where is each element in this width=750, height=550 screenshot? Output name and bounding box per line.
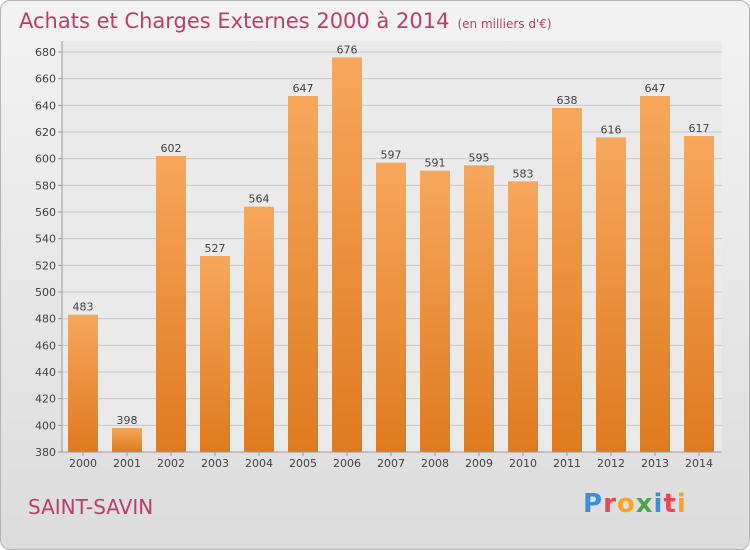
x-tick-label: 2001	[113, 457, 141, 470]
bar-2000	[68, 314, 98, 452]
bar-value-label: 595	[469, 151, 490, 164]
bar-value-label: 617	[689, 122, 710, 135]
bar-value-label: 398	[117, 414, 138, 427]
x-tick-label: 2011	[553, 457, 581, 470]
y-tick-label: 500	[35, 286, 56, 299]
bar-2012	[596, 137, 626, 453]
logo-letter: o	[616, 489, 636, 519]
bars: 483 398 602 527 564 647 676 597 591 595 583 638 616 6…	[68, 43, 714, 453]
bar-2004	[244, 206, 274, 452]
y-tick-label: 660	[35, 73, 56, 86]
bar-value-label: 602	[161, 142, 182, 155]
y-tick-label: 520	[35, 259, 56, 272]
x-tick-label: 2002	[157, 457, 185, 470]
y-tick-label: 620	[35, 126, 56, 139]
x-tick-label: 2005	[289, 457, 317, 470]
bar-value-label: 483	[73, 301, 94, 314]
x-tick-label: 2009	[465, 457, 493, 470]
x-tick-label: 2004	[245, 457, 273, 470]
logo-letter: P	[583, 489, 604, 519]
bar-value-label: 638	[557, 94, 578, 107]
y-tick-label: 380	[35, 446, 56, 459]
bar-2013	[640, 96, 670, 452]
x-tick-label: 2012	[597, 457, 625, 470]
bar-2002	[156, 156, 186, 452]
x-tick-label: 2010	[509, 457, 537, 470]
y-tick-label: 640	[35, 99, 56, 112]
bar-2006	[332, 57, 362, 452]
chart-subtitle: (en milliers d'€)	[457, 17, 552, 31]
y-tick-label: 420	[35, 393, 56, 406]
bar-2011	[552, 108, 582, 452]
y-tick-label: 580	[35, 179, 56, 192]
x-tick-label: 2007	[377, 457, 405, 470]
x-tick-label: 2013	[641, 457, 669, 470]
proxiti-logo: Proxiti	[583, 489, 687, 519]
bar-value-label: 616	[601, 123, 622, 136]
chart-title: Achats et Charges Externes 2000 à 2014 (e…	[19, 9, 552, 33]
logo-letter: x	[635, 489, 654, 519]
bar-2008	[420, 170, 450, 452]
x-tick-label: 2006	[333, 457, 361, 470]
x-tick-label: 2008	[421, 457, 449, 470]
bar-value-label: 647	[293, 82, 314, 95]
bar-value-label: 583	[513, 167, 534, 180]
bar-2009	[464, 165, 494, 453]
x-axis: 2000 2001 2002 2003 2004 2005 2006 2007 2008 2009…	[62, 451, 722, 470]
y-tick-label: 440	[35, 366, 56, 379]
bar-2005	[288, 96, 318, 452]
commune-name: SAINT-SAVIN	[28, 495, 154, 519]
bar-2014	[684, 136, 714, 452]
bar-2010	[508, 181, 538, 453]
bar-value-label: 564	[249, 193, 270, 206]
logo-letter: i	[676, 489, 687, 519]
title-text: Achats et Charges Externes 2000 à 2014	[19, 9, 450, 33]
x-tick-label: 2014	[685, 457, 713, 470]
y-tick-label: 600	[35, 153, 56, 166]
bar-value-label: 597	[381, 149, 402, 162]
bar-value-label: 676	[337, 43, 358, 56]
x-tick-label: 2000	[69, 457, 97, 470]
y-tick-label: 560	[35, 206, 56, 219]
logo-letter: r	[603, 489, 617, 519]
bar-2003	[200, 256, 230, 452]
x-tick-label: 2003	[201, 457, 229, 470]
logo-letter: i	[653, 489, 664, 519]
bar-2001	[112, 428, 142, 452]
y-tick-label: 460	[35, 339, 56, 352]
y-tick-label: 680	[35, 46, 56, 59]
y-axis: 380 400 420 440 460 480 500 520 540 560 580 600 620 6…	[35, 41, 63, 459]
y-tick-label: 480	[35, 313, 56, 326]
y-tick-label: 400	[35, 419, 56, 432]
bar-value-label: 527	[205, 242, 226, 255]
bar-value-label: 591	[425, 157, 446, 170]
bar-value-label: 647	[645, 82, 666, 95]
logo-letter: t	[663, 489, 677, 519]
y-tick-label: 540	[35, 233, 56, 246]
bar-2007	[376, 162, 406, 452]
